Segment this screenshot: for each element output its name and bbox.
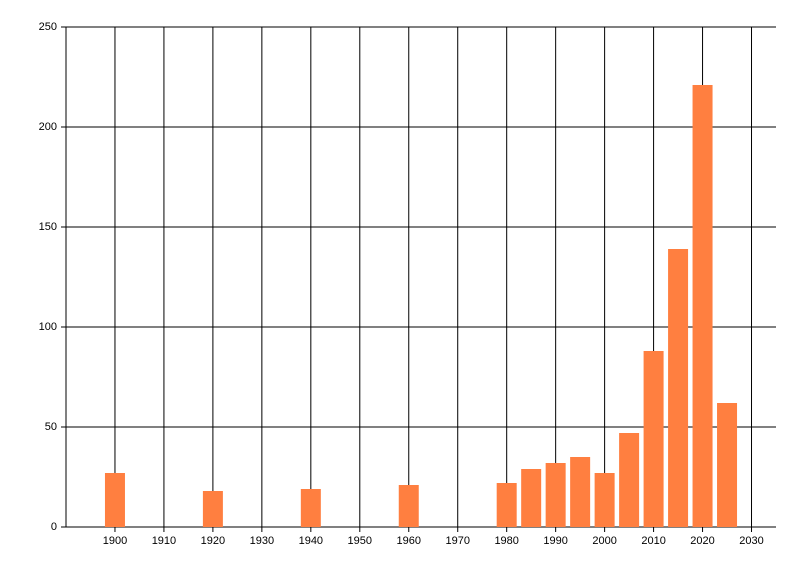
bar [692, 85, 713, 527]
x-tick-label: 1960 [397, 535, 421, 547]
x-tick-label: 1980 [494, 535, 518, 547]
x-tick-label: 1970 [445, 535, 469, 547]
y-tick-label: 150 [39, 221, 57, 233]
x-tick-label: 2030 [739, 535, 763, 547]
y-tick-label: 50 [45, 421, 57, 433]
bar [668, 249, 689, 527]
bar [202, 491, 223, 527]
bar [398, 485, 419, 527]
y-tick-label: 100 [39, 321, 57, 333]
bar [496, 483, 517, 527]
y-tick-label: 200 [39, 121, 57, 133]
x-tick-label: 1940 [299, 535, 323, 547]
x-tick-label: 1990 [543, 535, 567, 547]
x-tick-label: 2000 [592, 535, 616, 547]
y-tick-label: 250 [39, 21, 57, 33]
bar [521, 469, 542, 527]
x-tick-label: 1950 [348, 535, 372, 547]
bar [643, 351, 664, 527]
x-tick-label: 2020 [690, 535, 714, 547]
x-tick-label: 1910 [152, 535, 176, 547]
x-tick-label: 1930 [250, 535, 274, 547]
bar [300, 489, 321, 527]
bar [570, 457, 591, 527]
x-tick-label: 1900 [103, 535, 127, 547]
bar [104, 473, 125, 527]
x-tick-label: 2010 [641, 535, 665, 547]
y-tick-label: 0 [51, 521, 57, 533]
bar [717, 403, 738, 527]
bar [619, 433, 640, 527]
bar [545, 463, 566, 527]
x-tick-label: 1920 [201, 535, 225, 547]
bar [594, 473, 615, 527]
